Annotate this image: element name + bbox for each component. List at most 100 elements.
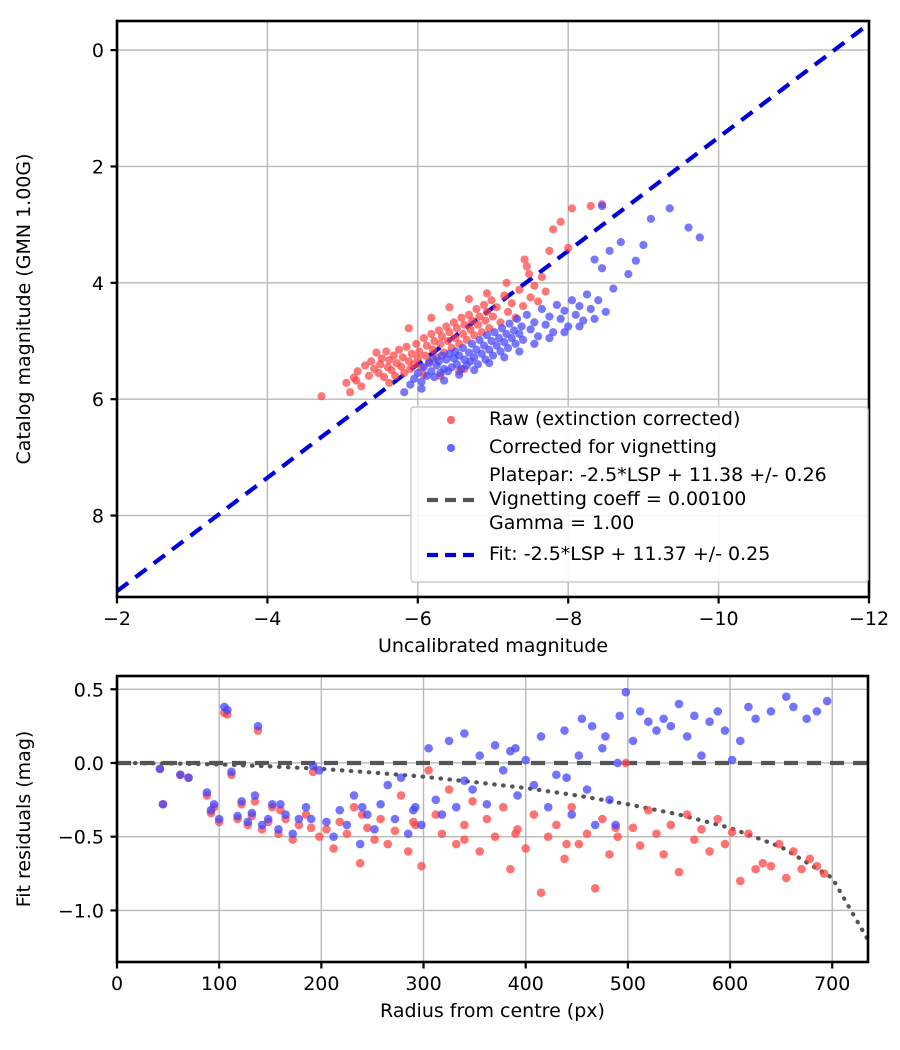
legend-entry[interactable]: Platepar: -2.5*LSP + 11.38 +/- 0.26 — [489, 464, 827, 486]
data-point — [781, 692, 791, 701]
data-point — [424, 766, 433, 775]
data-point — [659, 714, 668, 724]
data-point — [485, 359, 494, 368]
data-point — [500, 291, 509, 300]
legend[interactable]: Raw (extinction corrected) Corrected for … — [410, 406, 869, 583]
data-point — [543, 802, 553, 812]
data-point — [413, 368, 422, 378]
data-point — [475, 335, 484, 344]
legend-entry[interactable]: Vignetting coeff = 0.00100 — [427, 488, 746, 510]
data-point — [184, 773, 193, 783]
data-point — [451, 839, 461, 849]
data-point — [805, 854, 815, 864]
data-point — [294, 820, 304, 830]
data-point — [268, 799, 277, 809]
data-point — [353, 367, 362, 376]
data-point — [415, 347, 424, 356]
data-point — [361, 361, 370, 370]
data-point — [409, 374, 419, 383]
data-point — [543, 832, 553, 841]
data-point — [697, 825, 706, 834]
data-point — [774, 839, 784, 849]
data-point — [564, 243, 573, 253]
data-point — [445, 328, 454, 337]
scatter-series-corrected — [400, 201, 704, 397]
data-point — [487, 336, 496, 346]
data-point — [417, 377, 426, 386]
data-point — [485, 345, 494, 354]
y-axis-label: Catalog magnitude (GMN 1.00G) — [13, 153, 35, 464]
data-point — [512, 314, 522, 323]
data-point — [422, 341, 431, 350]
data-point — [376, 814, 385, 824]
data-point — [789, 847, 798, 856]
data-point — [735, 736, 745, 746]
data-point — [342, 820, 352, 830]
legend-entry[interactable]: Gamma = 1.00 — [489, 512, 634, 534]
data-point — [690, 711, 699, 721]
data-point — [529, 810, 539, 819]
data-point — [567, 802, 576, 812]
y-tick-label: −0.5 — [58, 827, 104, 849]
data-point — [505, 319, 514, 328]
legend-label: Raw (extinction corrected) — [489, 408, 740, 430]
data-point — [419, 333, 428, 343]
data-point — [545, 333, 554, 343]
data-point — [470, 365, 479, 375]
data-point — [440, 376, 449, 385]
legend-entry[interactable]: Raw (extinction corrected) — [446, 408, 740, 430]
x-tick-label: 400 — [508, 973, 544, 995]
y-tick-label: 0.5 — [74, 679, 104, 701]
data-point — [427, 329, 436, 339]
data-point — [274, 825, 283, 834]
data-point — [214, 814, 224, 824]
data-point — [744, 829, 753, 839]
data-point — [674, 699, 684, 709]
x-tick-label: −6 — [404, 608, 432, 630]
data-point — [492, 303, 501, 312]
data-point — [611, 820, 620, 830]
data-point — [387, 365, 396, 375]
data-point — [460, 776, 469, 785]
data-point — [460, 320, 469, 329]
data-point — [497, 324, 507, 333]
data-point — [382, 347, 391, 356]
x-tick-label: 600 — [712, 973, 748, 995]
x-tick-label: −8 — [554, 608, 582, 630]
data-point — [458, 343, 468, 353]
y-tick-label: 0 — [92, 40, 104, 62]
data-point — [609, 284, 618, 293]
x-tick-label: 100 — [201, 973, 237, 995]
x-tick-label: 200 — [303, 973, 339, 995]
data-point — [322, 817, 331, 827]
data-point — [403, 847, 413, 856]
data-point — [390, 826, 400, 836]
legend-entry[interactable]: Fit: -2.5*LSP + 11.37 +/- 0.25 — [427, 543, 770, 565]
data-point — [470, 331, 479, 340]
data-point — [357, 382, 366, 391]
data-point — [317, 392, 326, 401]
data-point — [458, 329, 468, 339]
data-point — [460, 835, 469, 844]
data-point — [355, 858, 365, 868]
legend-label: Gamma = 1.00 — [489, 512, 634, 534]
data-point — [720, 839, 730, 849]
data-point — [624, 269, 633, 279]
x-tick-label: 700 — [814, 973, 850, 995]
data-point — [431, 810, 441, 819]
data-point — [424, 743, 433, 753]
data-point — [526, 293, 535, 302]
data-point — [364, 371, 374, 381]
legend-entry[interactable]: Corrected for vignetting — [446, 436, 717, 458]
data-point — [451, 333, 460, 343]
data-point — [481, 316, 490, 325]
data-point — [482, 331, 492, 340]
data-point — [496, 347, 505, 356]
data-point — [751, 714, 760, 724]
data-point — [352, 376, 361, 385]
data-point — [335, 805, 345, 815]
data-point — [490, 832, 500, 841]
data-point — [574, 751, 584, 760]
data-point — [488, 351, 498, 360]
